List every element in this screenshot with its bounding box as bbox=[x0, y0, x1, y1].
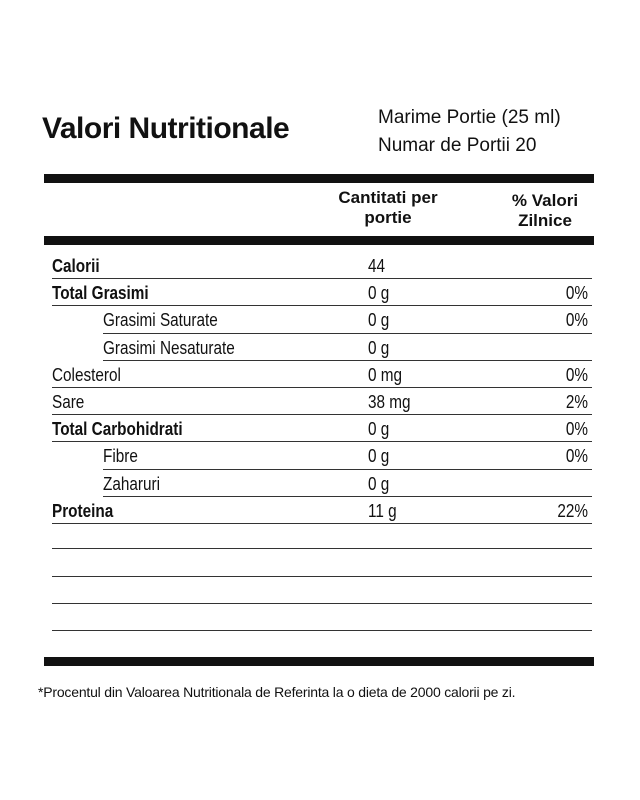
nutrient-row: Grasimi Saturate 0 g 0% bbox=[52, 306, 592, 334]
nutrient-daily-value: 2% bbox=[565, 392, 588, 412]
nutrient-label: Grasimi Nesaturate bbox=[103, 337, 235, 358]
nutrient-row: Zaharuri 0 g bbox=[52, 470, 592, 498]
nutrient-daily-value: 0% bbox=[565, 283, 588, 304]
row-divider bbox=[103, 468, 592, 470]
nutrient-row: Total Grasimi 0 g 0% bbox=[52, 279, 592, 307]
nutrient-row: Proteina 11 g 22% bbox=[52, 497, 592, 524]
nutrient-daily-value: 0% bbox=[565, 364, 588, 385]
nutrient-label: Sare bbox=[52, 392, 85, 412]
nutrient-amount: 0 g bbox=[368, 446, 390, 467]
empty-line bbox=[52, 576, 592, 577]
amount-header: Cantitati per portie bbox=[318, 188, 458, 228]
nutrient-amount: 0 g bbox=[368, 283, 390, 304]
nutrient-amount: 0 g bbox=[368, 419, 390, 440]
nutrient-label: Calorii bbox=[52, 256, 100, 276]
nutrient-label: Colesterol bbox=[52, 364, 121, 385]
nutrient-label: Fibre bbox=[103, 446, 138, 467]
daily-header-line1: % Valori bbox=[511, 191, 579, 210]
nutrient-amount: 38 mg bbox=[368, 392, 411, 412]
nutrient-amount: 0 g bbox=[368, 473, 390, 494]
serving-size: Marime Portie (25 ml) bbox=[378, 107, 561, 128]
nutrient-amount: 0 mg bbox=[368, 364, 403, 385]
row-divider bbox=[103, 360, 592, 362]
nutrient-amount: 0 g bbox=[368, 337, 390, 358]
amount-header-line1: Cantitati per bbox=[338, 188, 438, 207]
footnote: *Procentul din Valoarea Nutritionala de … bbox=[38, 684, 516, 700]
daily-header-line2: Zilnice bbox=[518, 211, 572, 230]
nutrient-daily-value: 0% bbox=[565, 419, 588, 440]
bottom-divider bbox=[44, 657, 594, 666]
nutrient-label: Zaharuri bbox=[103, 473, 160, 494]
nutrient-label: Grasimi Saturate bbox=[103, 310, 218, 331]
servings-count: Numar de Portii 20 bbox=[378, 135, 537, 156]
top-divider bbox=[44, 174, 594, 183]
nutrient-row: Calorii 44 bbox=[52, 252, 592, 279]
row-divider bbox=[103, 332, 592, 334]
nutrient-label: Total Carbohidrati bbox=[52, 419, 183, 440]
empty-line bbox=[52, 630, 592, 631]
nutrient-row: Colesterol 0 mg 0% bbox=[52, 361, 592, 388]
nutrient-row: Grasimi Nesaturate 0 g bbox=[52, 334, 592, 362]
empty-line bbox=[52, 548, 592, 549]
nutrient-label: Total Grasimi bbox=[52, 283, 149, 304]
label-title: Valori Nutritionale bbox=[42, 112, 290, 145]
header-divider bbox=[44, 236, 594, 245]
nutrient-label: Proteina bbox=[52, 500, 114, 521]
nutrient-row: Total Carbohidrati 0 g 0% bbox=[52, 415, 592, 443]
empty-line bbox=[52, 603, 592, 604]
nutrient-daily-value: 22% bbox=[557, 500, 588, 521]
row-divider bbox=[103, 496, 592, 498]
nutrient-amount: 11 g bbox=[368, 500, 397, 521]
nutrient-amount: 0 g bbox=[368, 310, 390, 331]
nutrient-row: Sare 38 mg 2% bbox=[52, 388, 592, 415]
nutrient-amount: 44 bbox=[368, 256, 386, 276]
nutrient-daily-value: 0% bbox=[565, 446, 588, 467]
nutrient-daily-value: 0% bbox=[565, 310, 588, 331]
amount-header-line2: portie bbox=[364, 208, 412, 227]
nutrient-row: Fibre 0 g 0% bbox=[52, 442, 592, 470]
daily-header: % Valori Zilnice bbox=[490, 191, 600, 231]
